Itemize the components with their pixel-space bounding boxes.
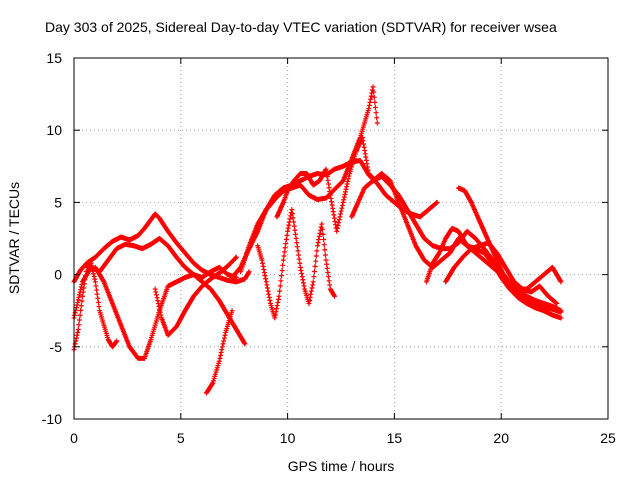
y-tick-label: -10: [42, 411, 62, 427]
series-markers: [152, 254, 239, 338]
x-tick-label: 5: [177, 430, 185, 446]
x-tick-label: 15: [387, 430, 403, 446]
series-markers: [203, 308, 235, 396]
x-tick-label: 10: [280, 430, 296, 446]
series-track-i: [255, 207, 338, 321]
series-track-o: [443, 240, 560, 306]
axis-ticks: 0 5 10 15 20 25 -10 -5 0 5 10 15: [42, 50, 616, 446]
series-markers: [274, 134, 378, 234]
series-track-f: [203, 308, 235, 396]
y-tick-label: 10: [46, 122, 62, 138]
y-tick-label: 5: [54, 194, 62, 210]
x-tick-label: 25: [600, 430, 616, 446]
x-axis-label: GPS time / hours: [288, 458, 395, 474]
series-markers: [255, 207, 338, 321]
plot-frame: [73, 57, 609, 420]
y-axis-label: SDTVAR / TECUs: [6, 182, 22, 294]
series-track-e: [152, 254, 239, 338]
x-tick-label: 0: [70, 430, 78, 446]
chart-title: Day 303 of 2025, Sidereal Day-to-day VTE…: [45, 19, 557, 35]
y-tick-label: -5: [50, 339, 63, 355]
series-track-j: [274, 134, 378, 234]
x-tick-label: 20: [493, 430, 509, 446]
y-tick-label: 0: [54, 267, 62, 283]
series-markers: [443, 240, 560, 306]
grid-lines: [74, 58, 608, 419]
y-tick-label: 15: [46, 50, 62, 66]
data-series: [71, 84, 564, 396]
